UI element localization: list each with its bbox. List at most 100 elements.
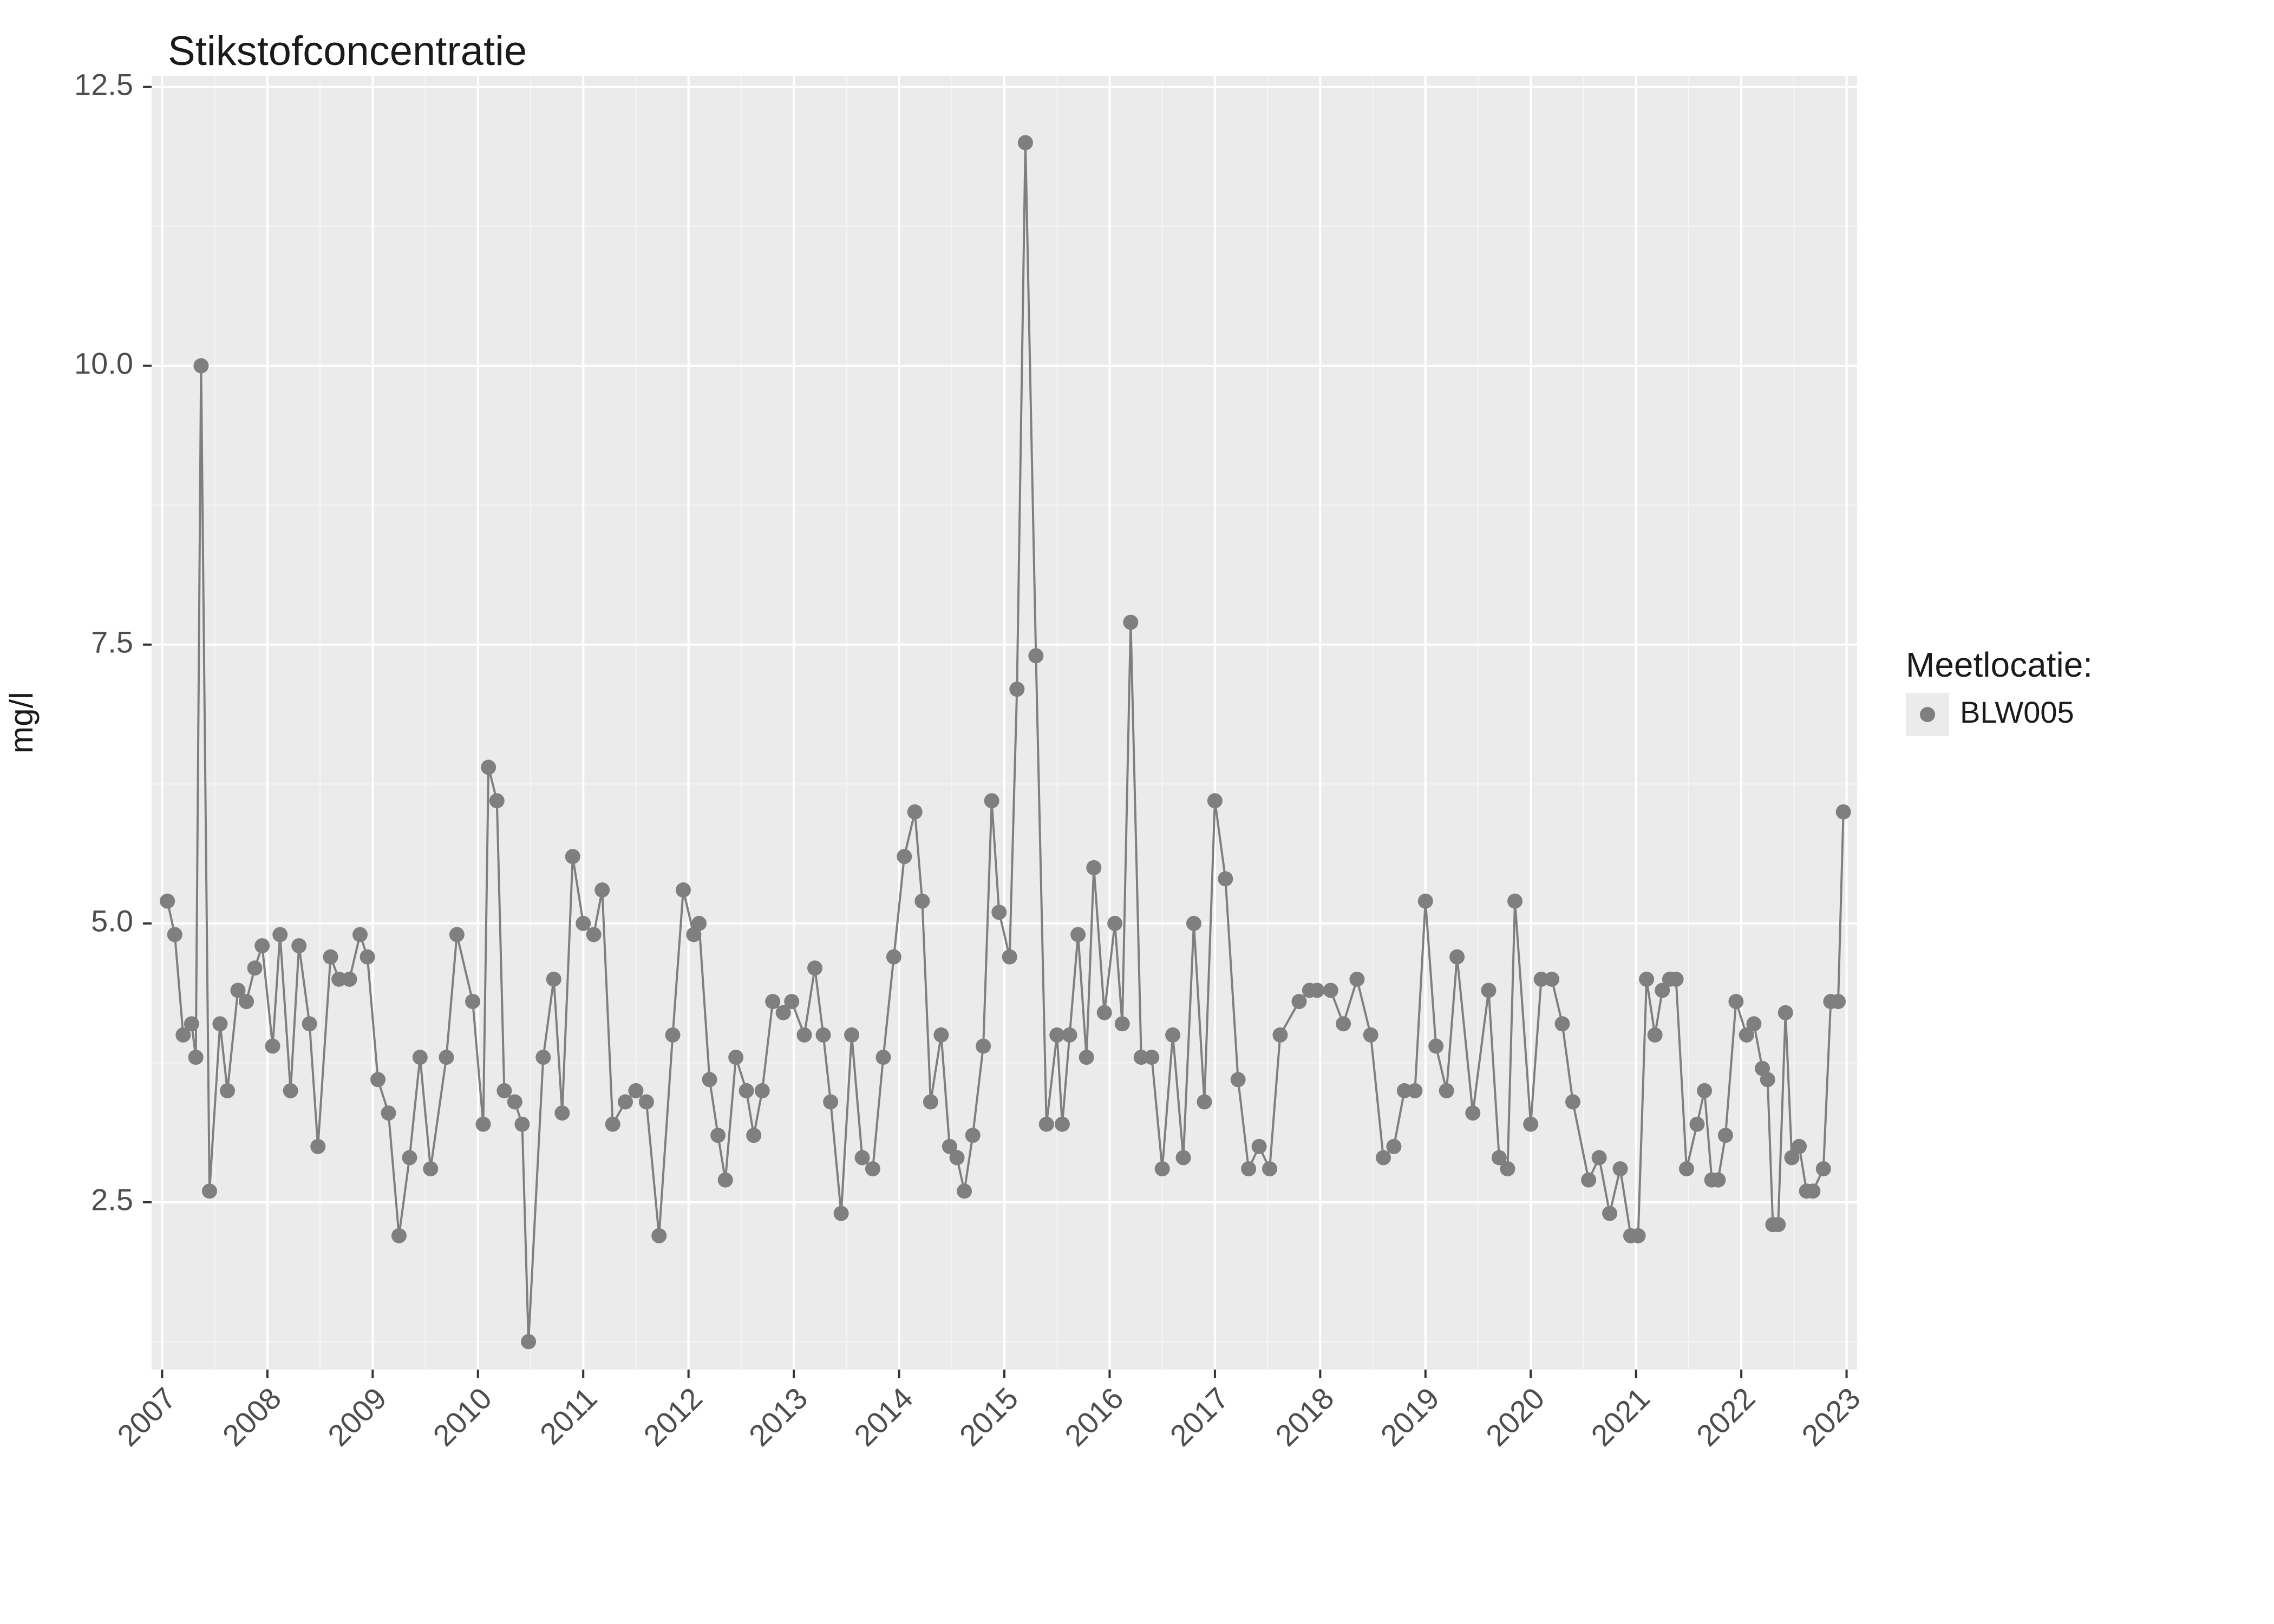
data-point [302, 1016, 317, 1031]
data-point [565, 849, 580, 864]
data-point [1507, 894, 1522, 909]
data-point [797, 1027, 812, 1043]
y-tick-label: 12.5 [74, 67, 133, 101]
data-point [254, 938, 270, 953]
data-point [1407, 1083, 1422, 1098]
data-point [291, 938, 306, 953]
data-point [439, 1050, 454, 1065]
data-point [823, 1095, 838, 1110]
data-point [1310, 983, 1325, 998]
data-point [184, 1016, 199, 1031]
data-point [1086, 860, 1101, 875]
data-point [1613, 1161, 1628, 1176]
y-axis-label: mg/l [3, 692, 40, 753]
y-tick-label: 2.5 [91, 1183, 133, 1217]
data-point [628, 1083, 643, 1098]
data-point [875, 1050, 891, 1065]
data-point [1291, 994, 1306, 1009]
data-point [746, 1128, 761, 1143]
data-point [957, 1183, 972, 1199]
data-point [160, 894, 175, 909]
data-point [323, 949, 338, 965]
data-point [1689, 1117, 1704, 1132]
data-point [718, 1173, 733, 1188]
data-point [639, 1095, 654, 1110]
data-point [1778, 1005, 1793, 1020]
data-point [1697, 1083, 1712, 1098]
legend-item-label: BLW005 [1960, 695, 2074, 729]
data-point [1523, 1117, 1538, 1132]
data-point [272, 927, 287, 942]
data-point [1418, 894, 1433, 909]
data-point [1039, 1117, 1054, 1132]
data-point [765, 994, 780, 1009]
chart-title: Stikstofconcentratie [168, 28, 527, 74]
data-point [784, 994, 799, 1009]
data-point [1500, 1161, 1515, 1176]
data-point [212, 1016, 227, 1031]
data-point [283, 1083, 298, 1098]
data-point [1760, 1072, 1775, 1087]
data-point [1241, 1161, 1256, 1176]
legend-title: Meetlocatie: [1906, 645, 2093, 684]
data-point [676, 882, 691, 898]
data-point [1816, 1161, 1831, 1176]
data-point [1631, 1228, 1646, 1243]
data-point [1186, 916, 1201, 931]
data-point [1197, 1095, 1212, 1110]
data-point [907, 804, 923, 820]
data-point [1028, 648, 1043, 663]
data-point [1009, 682, 1024, 697]
data-point [1669, 972, 1684, 987]
data-point [991, 905, 1007, 920]
data-point [514, 1117, 530, 1132]
data-point [554, 1105, 570, 1121]
data-point [1481, 983, 1496, 998]
data-point [1155, 1161, 1170, 1176]
data-point [1386, 1139, 1401, 1154]
data-point [1428, 1039, 1443, 1054]
data-point [965, 1128, 981, 1143]
data-point [507, 1095, 522, 1110]
data-point [1079, 1050, 1094, 1065]
y-tick-label: 10.0 [74, 346, 133, 380]
data-point [1123, 615, 1138, 630]
data-point [167, 927, 182, 942]
data-point [844, 1027, 859, 1043]
data-point [691, 916, 707, 931]
data-point [1207, 793, 1223, 808]
y-tick-label: 5.0 [91, 904, 133, 938]
data-point [1062, 1027, 1077, 1043]
data-point [1231, 1072, 1246, 1087]
data-point [1336, 1016, 1351, 1031]
data-point [1144, 1050, 1159, 1065]
data-point [220, 1083, 235, 1098]
data-point [865, 1161, 880, 1176]
data-point [1648, 1027, 1663, 1043]
data-point [1262, 1161, 1277, 1176]
data-point [1592, 1150, 1607, 1165]
data-point [546, 972, 561, 987]
data-point [728, 1050, 743, 1065]
data-point [1805, 1183, 1820, 1199]
data-point [1363, 1027, 1378, 1043]
data-point [423, 1161, 438, 1176]
data-point [933, 1027, 949, 1043]
data-point [897, 849, 912, 864]
data-point [914, 894, 930, 909]
data-point [1070, 927, 1086, 942]
data-point [1165, 1027, 1180, 1043]
data-point [188, 1050, 204, 1065]
chart-svg: 2.55.07.510.012.520072008200920102011201… [0, 0, 2274, 1624]
data-point [739, 1083, 754, 1098]
data-point [1272, 1027, 1288, 1043]
data-point [449, 927, 465, 942]
data-point [1376, 1150, 1391, 1165]
data-point [465, 994, 480, 1009]
data-point [702, 1072, 717, 1087]
data-point [1107, 916, 1122, 931]
data-point [476, 1117, 491, 1132]
data-point [413, 1050, 428, 1065]
data-point [755, 1083, 770, 1098]
data-point [1710, 1173, 1726, 1188]
